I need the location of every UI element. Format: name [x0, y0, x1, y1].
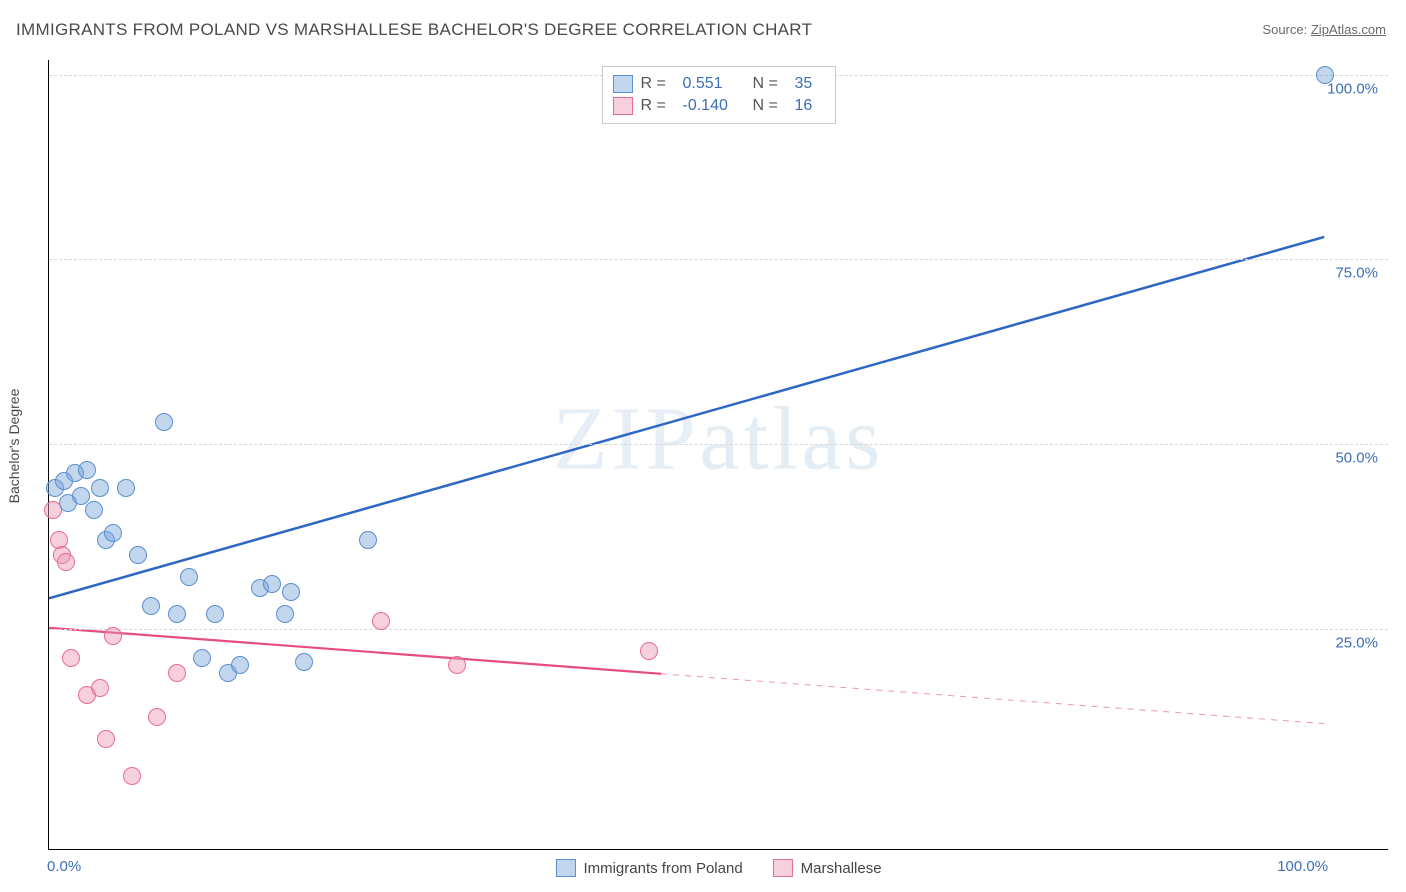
n-label: N = — [753, 73, 787, 95]
n-value-poland: 35 — [795, 73, 821, 95]
poland-point — [359, 531, 377, 549]
y-axis-label: Bachelor's Degree — [6, 389, 22, 504]
poland-point — [72, 487, 90, 505]
poland-point — [231, 656, 249, 674]
gridline — [49, 444, 1388, 445]
series-legend: Immigrants from Poland Marshallese — [555, 859, 881, 877]
poland-point — [85, 501, 103, 519]
legend-row-marshallese: R = -0.140 N = 16 — [613, 95, 821, 117]
watermark: ZIPatlas — [553, 387, 885, 490]
gridline — [49, 259, 1388, 260]
swatch-marshallese — [613, 97, 633, 115]
poland-point — [91, 479, 109, 497]
x-tick-label: 0.0% — [47, 858, 81, 875]
poland-point — [282, 583, 300, 601]
x-tick-label: 100.0% — [1277, 858, 1328, 875]
source-link[interactable]: ZipAtlas.com — [1311, 22, 1386, 37]
marshallese-point — [91, 679, 109, 697]
swatch-marshallese — [773, 859, 793, 877]
poland-point — [117, 479, 135, 497]
y-tick-label: 25.0% — [1335, 634, 1378, 651]
poland-point — [142, 597, 160, 615]
series-label-marshallese: Marshallese — [801, 860, 882, 877]
y-tick-label: 75.0% — [1335, 265, 1378, 282]
source-attribution: Source: ZipAtlas.com — [1262, 22, 1386, 37]
swatch-poland — [613, 75, 633, 93]
poland-point — [168, 605, 186, 623]
marshallese-point — [372, 612, 390, 630]
marshallese-point — [123, 767, 141, 785]
poland-point — [263, 575, 281, 593]
series-label-poland: Immigrants from Poland — [583, 860, 742, 877]
y-tick-label: 100.0% — [1327, 80, 1378, 97]
legend-item-marshallese: Marshallese — [773, 859, 882, 877]
poland-point — [276, 605, 294, 623]
poland-point — [104, 524, 122, 542]
n-value-marshallese: 16 — [795, 95, 821, 117]
swatch-poland — [555, 859, 575, 877]
source-label: Source: — [1262, 22, 1307, 37]
marshallese-point — [640, 642, 658, 660]
y-tick-label: 50.0% — [1335, 449, 1378, 466]
trend-lines — [49, 60, 1388, 849]
legend-item-poland: Immigrants from Poland — [555, 859, 742, 877]
marshallese-point — [97, 730, 115, 748]
r-value-marshallese: -0.140 — [683, 95, 745, 117]
marshallese-point — [104, 627, 122, 645]
marshallese-point — [148, 708, 166, 726]
poland-point — [1316, 66, 1334, 84]
correlation-legend: R = 0.551 N = 35 R = -0.140 N = 16 — [602, 66, 836, 124]
marshallese-point — [57, 553, 75, 571]
r-label: R = — [641, 73, 675, 95]
poland-point — [193, 649, 211, 667]
poland-point — [180, 568, 198, 586]
poland-point — [206, 605, 224, 623]
r-label: R = — [641, 95, 675, 117]
poland-point — [78, 461, 96, 479]
scatter-chart: ZIPatlas R = 0.551 N = 35 R = -0.140 N =… — [48, 60, 1388, 850]
poland-point — [129, 546, 147, 564]
marshallese-point — [62, 649, 80, 667]
n-label: N = — [753, 95, 787, 117]
legend-row-poland: R = 0.551 N = 35 — [613, 73, 821, 95]
marshallese-point — [448, 656, 466, 674]
poland-point — [295, 653, 313, 671]
gridline — [49, 629, 1388, 630]
chart-title: IMMIGRANTS FROM POLAND VS MARSHALLESE BA… — [16, 20, 812, 40]
r-value-poland: 0.551 — [683, 73, 745, 95]
marshallese-point — [168, 664, 186, 682]
poland-point — [155, 413, 173, 431]
